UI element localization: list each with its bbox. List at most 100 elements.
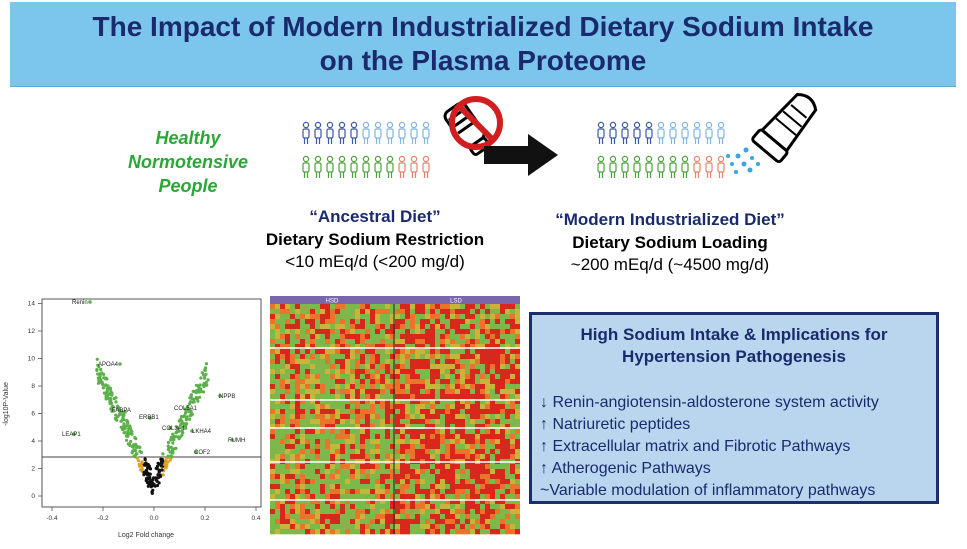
heatmap-cell [385,314,391,320]
heatmap-cell [385,409,391,415]
heatmap-cell [380,329,386,335]
heatmap-cell [295,499,301,505]
heatmap-cell [275,304,281,310]
heatmap-cell [285,389,291,395]
heatmap-cell [500,484,506,490]
heatmap-cell [340,419,346,425]
heatmap-cell [325,414,331,420]
volcano-point [139,450,143,454]
volcano-point [203,366,208,370]
heatmap-cell [400,434,406,440]
heatmap-cell [365,479,371,485]
heatmap-cell [480,439,486,445]
heatmap-cell [515,494,520,500]
heatmap-cell [430,464,436,470]
heatmap-cell [320,404,326,410]
heatmap-cell [515,404,520,410]
heatmap-cell [340,379,346,385]
heatmap-cell [425,334,431,340]
label-renin: Renin [72,300,88,306]
heatmap-cell [480,354,486,360]
heatmap-cell [270,394,276,400]
heatmap-cell [315,404,321,410]
heatmap-cell [300,314,306,320]
heatmap-cell [300,444,306,450]
heatmap-cell [310,354,316,360]
heatmap-cell [390,364,396,370]
heatmap-cell [480,449,486,455]
volcano-point [194,391,198,395]
implication-item: ↑ Natriuretic peptides [540,416,691,433]
heatmap-cell [465,344,471,350]
heatmap-cell [500,314,506,320]
heatmap-cell [390,399,396,405]
person-icon [609,155,617,178]
heatmap-cell [395,384,401,390]
heatmap-cell [270,454,276,460]
heatmap-cell [415,509,421,515]
heatmap-cell [380,504,386,510]
heatmap-cell [365,514,371,520]
heatmap-cell [495,474,501,480]
heatmap-cell [465,399,471,405]
heatmap-cell [350,424,356,430]
heatmap-cell [330,369,336,375]
label-col5a1: COL5A1 [174,406,198,412]
heatmap-cell [410,474,416,480]
volcano-point [169,438,173,442]
heatmap-cell [515,324,520,330]
heatmap-cell [435,489,441,495]
heatmap-cell [365,344,371,350]
volcano-point [95,368,99,372]
heatmap-cell [355,529,361,535]
heatmap-cell [480,479,486,485]
heatmap-cell [405,364,411,370]
heatmap-cell [455,419,461,425]
heatmap-cell [365,319,371,325]
heatmap-cell [450,364,456,370]
heatmap-cell [435,394,441,400]
heatmap-cell [480,319,486,325]
heatmap-cell [355,404,361,410]
heatmap-cell [425,494,431,500]
heatmap-cell [480,509,486,515]
heatmap-cell [375,379,381,385]
heatmap-cell [280,519,286,525]
heatmap-cell [385,369,391,375]
heatmap-cell [380,479,386,485]
heatmap-cell [330,504,336,510]
heatmap-cell [335,469,341,475]
heatmap-cell [340,439,346,445]
volcano-point [108,399,112,403]
y-tick-label: 14 [28,301,36,308]
heatmap-cell [455,389,461,395]
heatmap-cell [285,514,291,520]
heatmap-cell [485,304,491,310]
heatmap-cell [275,344,281,350]
heatmap-cell [515,339,520,345]
heatmap-cell [360,474,366,480]
heatmap-cell [315,489,321,495]
person-icon [609,121,617,144]
heatmap-cell [335,464,341,470]
heatmap-cell [360,319,366,325]
heatmap-cell [435,329,441,335]
heatmap-cell [270,444,276,450]
heatmap-cell [460,479,466,485]
heatmap-cell [270,464,276,470]
heatmap-cell [295,424,301,430]
heatmap-cell [465,404,471,410]
heatmap-cell [340,464,346,470]
heatmap-cell [275,404,281,410]
heatmap-cell [275,509,281,515]
heatmap-cell [325,479,331,485]
heatmap-cell [505,514,511,520]
heatmap-cell [440,364,446,370]
volcano-point [106,384,110,388]
heatmap-cell [420,439,426,445]
heatmap-cell [510,369,516,375]
heatmap-cell [270,304,276,310]
heatmap-cell [295,429,301,435]
heatmap-cell [360,344,366,350]
heatmap-cell [495,314,501,320]
